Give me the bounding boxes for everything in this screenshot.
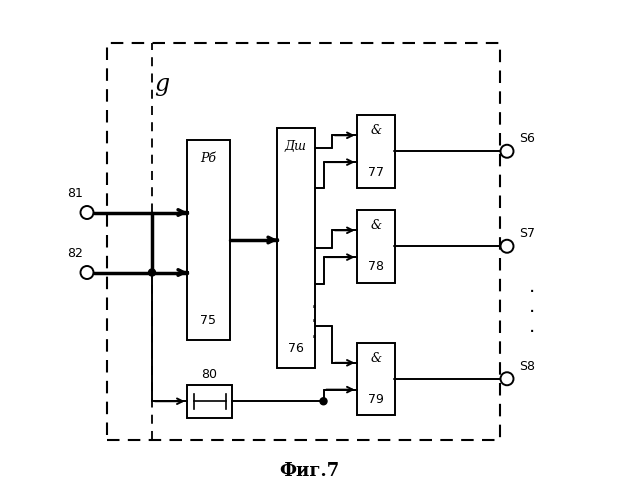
Text: Дш: Дш xyxy=(285,140,307,153)
Bar xyxy=(187,140,230,340)
Text: 81: 81 xyxy=(67,187,83,200)
Text: 80: 80 xyxy=(202,368,217,381)
Bar xyxy=(357,115,394,188)
Text: ·: · xyxy=(529,302,535,322)
Text: 82: 82 xyxy=(67,247,83,260)
Bar xyxy=(187,385,232,418)
Text: S7: S7 xyxy=(519,227,535,240)
Text: g: g xyxy=(154,72,170,96)
Text: S6: S6 xyxy=(519,132,535,145)
Text: &: & xyxy=(370,352,381,364)
Text: Фиг.7: Фиг.7 xyxy=(279,462,340,480)
Text: 79: 79 xyxy=(368,393,384,406)
Text: 78: 78 xyxy=(368,260,384,274)
Text: &: & xyxy=(370,124,381,137)
Circle shape xyxy=(320,398,327,405)
Text: 75: 75 xyxy=(201,314,216,328)
Text: ·: · xyxy=(311,328,318,347)
Text: ·: · xyxy=(311,298,318,318)
Text: 76: 76 xyxy=(288,342,304,355)
Text: &: & xyxy=(370,219,381,232)
Text: ·: · xyxy=(529,323,535,342)
Text: ·: · xyxy=(311,312,318,332)
Bar xyxy=(357,210,394,282)
Text: ·: · xyxy=(529,283,535,302)
Bar xyxy=(357,342,394,415)
Circle shape xyxy=(149,269,155,276)
Text: Рб: Рб xyxy=(201,152,216,166)
Text: 77: 77 xyxy=(368,166,384,178)
Text: S8: S8 xyxy=(519,360,535,373)
Bar xyxy=(277,128,314,368)
